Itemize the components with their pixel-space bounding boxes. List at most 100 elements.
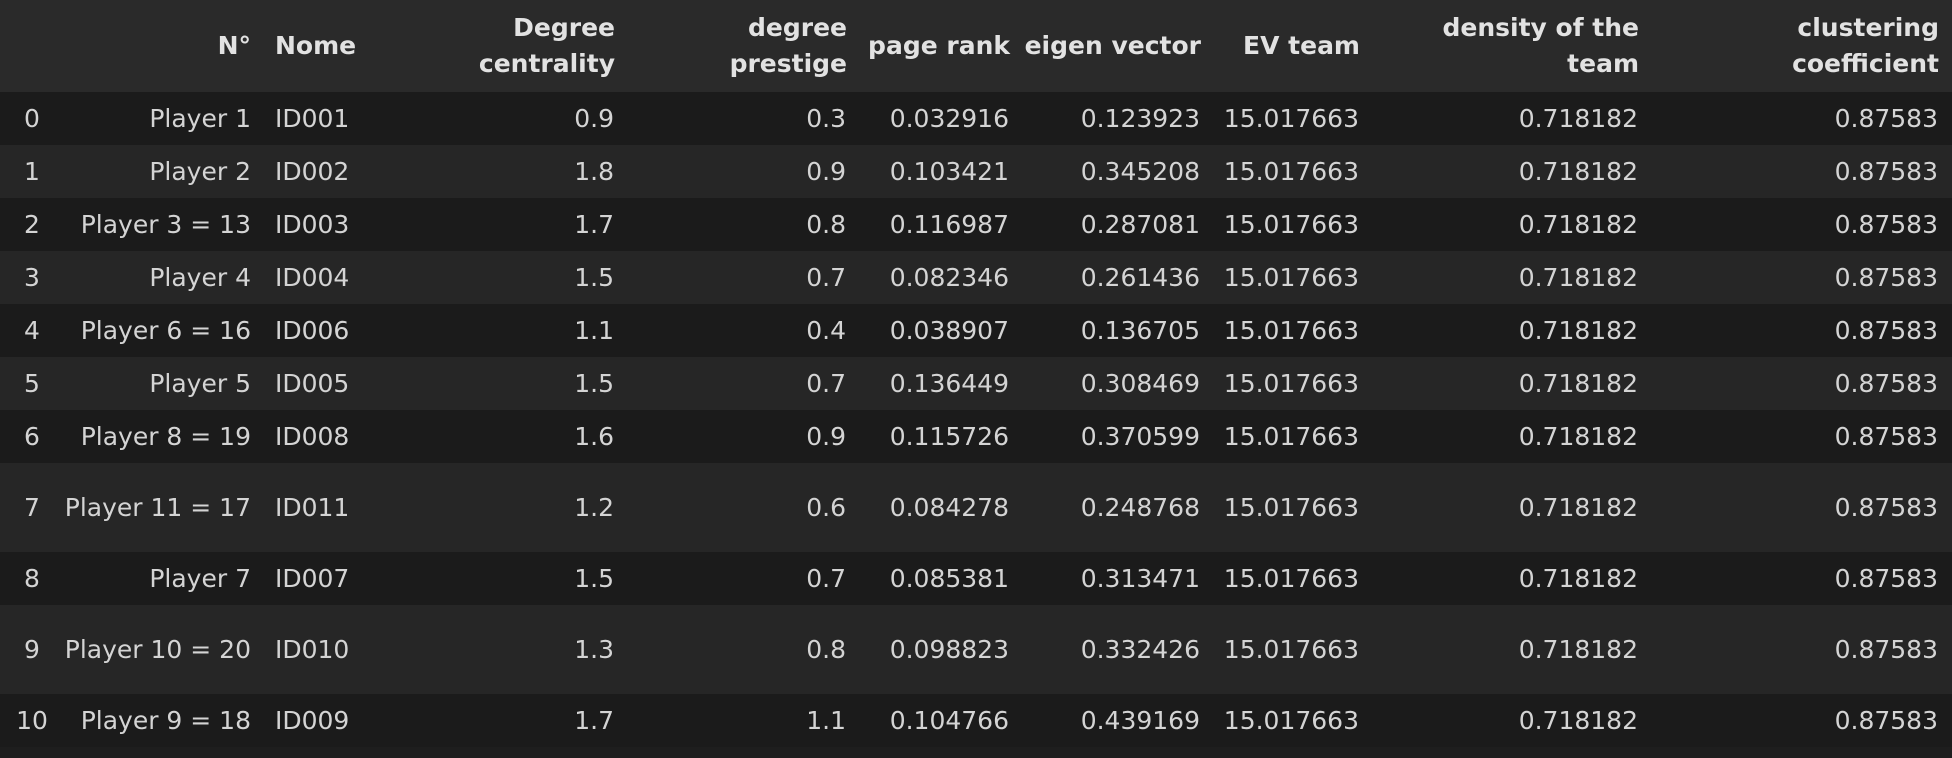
cell-density-team: 0.718182 bbox=[1518, 209, 1638, 239]
cell-degree-centrality: 1.2 bbox=[574, 492, 614, 522]
cell-density-team: 0.718182 bbox=[1518, 705, 1638, 735]
table-body: 0 Player 1 ID001 0.9 0.3 0.032916 0.123923 15.0… bbox=[0, 92, 1952, 747]
cell-page-rank: 0.038907 bbox=[889, 315, 1009, 345]
cell-density-team: 0.718182 bbox=[1518, 103, 1638, 133]
cell-n: Player 3 = 13 bbox=[80, 209, 251, 239]
cell-degree-prestige: 0.6 bbox=[806, 492, 846, 522]
cell-index: 0 bbox=[24, 103, 40, 133]
cell-clustering: 0.87583 bbox=[1834, 705, 1938, 735]
table-row: 4 Player 6 = 16 ID006 1.1 0.4 0.038907 0.13670… bbox=[0, 304, 1952, 357]
cell-clustering: 0.87583 bbox=[1834, 209, 1938, 239]
cell-clustering: 0.87583 bbox=[1834, 103, 1938, 133]
cell-index: 2 bbox=[24, 209, 40, 239]
cell-n: Player 2 bbox=[149, 156, 251, 186]
table-header: N° Nome Degree centrality degree prestige pa… bbox=[0, 0, 1952, 92]
table-row: 9 Player 10 = 20 ID010 1.3 0.8 0.098823 0.3324… bbox=[0, 605, 1952, 694]
cell-eigen-vector: 0.261436 bbox=[1080, 262, 1200, 292]
table-row: 1 Player 2 ID002 1.8 0.9 0.103421 0.345208 15.0… bbox=[0, 145, 1952, 198]
column-header-eigen-vector: eigen vector bbox=[1024, 31, 1201, 60]
cell-degree-prestige: 1.1 bbox=[806, 705, 846, 735]
cell-density-team: 0.718182 bbox=[1518, 563, 1638, 593]
cell-eigen-vector: 0.248768 bbox=[1080, 492, 1200, 522]
cell-degree-prestige: 0.9 bbox=[806, 156, 846, 186]
cell-page-rank: 0.115726 bbox=[889, 421, 1009, 451]
cell-nome: ID011 bbox=[275, 492, 350, 522]
cell-density-team: 0.718182 bbox=[1518, 368, 1638, 398]
cell-page-rank: 0.084278 bbox=[889, 492, 1009, 522]
cell-page-rank: 0.085381 bbox=[889, 563, 1009, 593]
cell-clustering: 0.87583 bbox=[1834, 563, 1938, 593]
column-header-degree-prestige: degree prestige bbox=[729, 13, 847, 78]
cell-degree-centrality: 1.7 bbox=[574, 209, 614, 239]
cell-degree-prestige: 0.7 bbox=[806, 368, 846, 398]
cell-n: Player 7 bbox=[149, 563, 251, 593]
cell-density-team: 0.718182 bbox=[1518, 262, 1638, 292]
cell-eigen-vector: 0.439169 bbox=[1080, 705, 1200, 735]
cell-page-rank: 0.116987 bbox=[889, 209, 1009, 239]
cell-clustering: 0.87583 bbox=[1834, 368, 1938, 398]
header-row: N° Nome Degree centrality degree prestige pa… bbox=[0, 0, 1952, 92]
cell-page-rank: 0.103421 bbox=[889, 156, 1009, 186]
cell-eigen-vector: 0.370599 bbox=[1080, 421, 1200, 451]
cell-degree-centrality: 1.5 bbox=[574, 368, 614, 398]
cell-nome: ID002 bbox=[275, 156, 350, 186]
cell-clustering: 0.87583 bbox=[1834, 421, 1938, 451]
cell-index: 9 bbox=[24, 634, 40, 664]
cell-ev-team: 15.017663 bbox=[1223, 705, 1359, 735]
cell-nome: ID006 bbox=[275, 315, 350, 345]
column-header-index bbox=[0, 0, 64, 92]
cell-eigen-vector: 0.313471 bbox=[1080, 563, 1200, 593]
cell-index: 8 bbox=[24, 563, 40, 593]
column-header-page-rank: page rank bbox=[868, 31, 1010, 60]
column-header-density-team: density of the team bbox=[1442, 13, 1639, 78]
table-row: 7 Player 11 = 17 ID011 1.2 0.6 0.084278 0.2487… bbox=[0, 463, 1952, 552]
cell-degree-centrality: 1.7 bbox=[574, 705, 614, 735]
cell-n: Player 11 = 17 bbox=[64, 492, 251, 522]
cell-nome: ID001 bbox=[275, 103, 350, 133]
table-row: 2 Player 3 = 13 ID003 1.7 0.8 0.116987 0.28708… bbox=[0, 198, 1952, 251]
table-row: 6 Player 8 = 19 ID008 1.6 0.9 0.115726 0.37059… bbox=[0, 410, 1952, 463]
cell-density-team: 0.718182 bbox=[1518, 421, 1638, 451]
cell-n: Player 10 = 20 bbox=[64, 634, 251, 664]
cell-nome: ID005 bbox=[275, 368, 350, 398]
cell-eigen-vector: 0.308469 bbox=[1080, 368, 1200, 398]
table-row: 0 Player 1 ID001 0.9 0.3 0.032916 0.123923 15.0… bbox=[0, 92, 1952, 145]
cell-degree-centrality: 1.6 bbox=[574, 421, 614, 451]
cell-degree-prestige: 0.3 bbox=[806, 103, 846, 133]
cell-nome: ID007 bbox=[275, 563, 350, 593]
cell-index: 4 bbox=[24, 315, 40, 345]
cell-n: Player 1 bbox=[149, 103, 251, 133]
cell-ev-team: 15.017663 bbox=[1223, 368, 1359, 398]
column-header-clustering: clustering coefficient bbox=[1792, 13, 1939, 78]
cell-density-team: 0.718182 bbox=[1518, 634, 1638, 664]
cell-ev-team: 15.017663 bbox=[1223, 315, 1359, 345]
cell-density-team: 0.718182 bbox=[1518, 492, 1638, 522]
cell-eigen-vector: 0.287081 bbox=[1080, 209, 1200, 239]
column-header-n: N° bbox=[217, 31, 251, 60]
cell-n: Player 6 = 16 bbox=[80, 315, 251, 345]
cell-nome: ID008 bbox=[275, 421, 350, 451]
cell-nome: ID003 bbox=[275, 209, 350, 239]
cell-n: Player 8 = 19 bbox=[80, 421, 251, 451]
cell-index: 1 bbox=[24, 156, 40, 186]
cell-degree-centrality: 1.8 bbox=[574, 156, 614, 186]
cell-nome: ID004 bbox=[275, 262, 350, 292]
cell-page-rank: 0.104766 bbox=[889, 705, 1009, 735]
cell-degree-prestige: 0.4 bbox=[806, 315, 846, 345]
cell-clustering: 0.87583 bbox=[1834, 492, 1938, 522]
table-row: 3 Player 4 ID004 1.5 0.7 0.082346 0.261436 15.0… bbox=[0, 251, 1952, 304]
cell-ev-team: 15.017663 bbox=[1223, 103, 1359, 133]
cell-ev-team: 15.017663 bbox=[1223, 156, 1359, 186]
cell-page-rank: 0.136449 bbox=[889, 368, 1009, 398]
cell-ev-team: 15.017663 bbox=[1223, 262, 1359, 292]
cell-ev-team: 15.017663 bbox=[1223, 563, 1359, 593]
table-row: 5 Player 5 ID005 1.5 0.7 0.136449 0.308469 15.0… bbox=[0, 357, 1952, 410]
cell-clustering: 0.87583 bbox=[1834, 315, 1938, 345]
cell-n: Player 4 bbox=[149, 262, 251, 292]
cell-degree-prestige: 0.7 bbox=[806, 563, 846, 593]
cell-clustering: 0.87583 bbox=[1834, 156, 1938, 186]
cell-index: 5 bbox=[24, 368, 40, 398]
cell-degree-centrality: 1.5 bbox=[574, 262, 614, 292]
cell-page-rank: 0.098823 bbox=[889, 634, 1009, 664]
